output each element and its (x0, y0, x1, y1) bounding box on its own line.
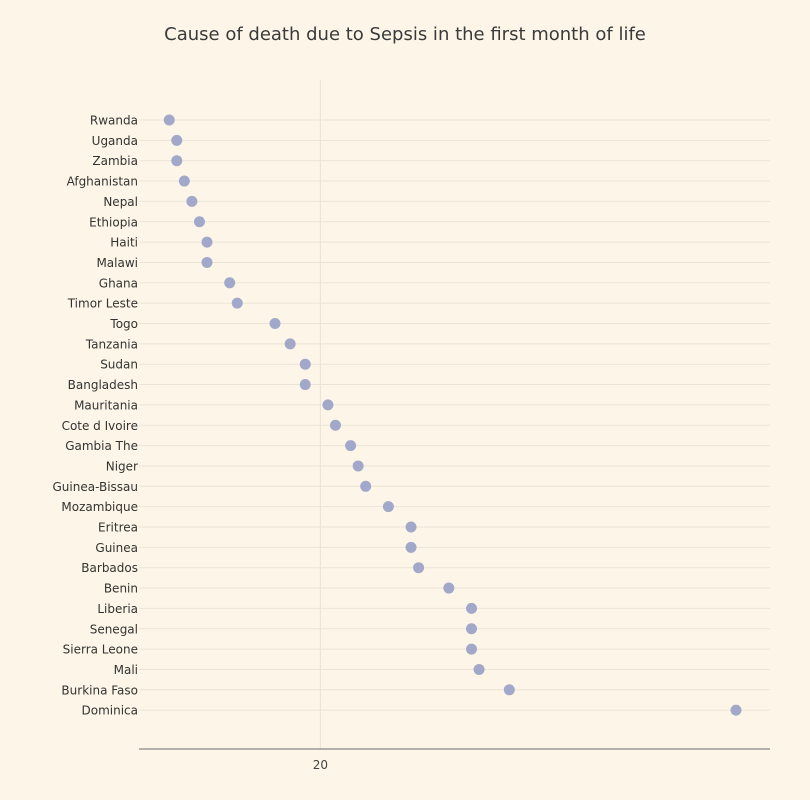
data-point (284, 338, 296, 350)
data-point (269, 318, 281, 329)
data-point (473, 663, 485, 675)
data-point (382, 501, 394, 513)
category-label: Liberia (97, 602, 138, 616)
category-label: Ethiopia (89, 215, 138, 229)
category-labels: Rwanda Uganda Zambia Afghanistan Nepal Ethiop… (52, 114, 138, 718)
category-label: Senegal (90, 622, 138, 636)
data-point (322, 399, 334, 411)
data-point (466, 643, 478, 655)
category-label: Sierra Leone (63, 643, 138, 657)
category-label: Niger (106, 459, 138, 473)
data-point (466, 623, 478, 635)
data-point (224, 277, 236, 289)
data-point (443, 582, 455, 594)
data-point (299, 358, 311, 370)
category-label: Cote d Ivoire (62, 419, 138, 433)
data-point (171, 134, 183, 146)
data-point (201, 256, 213, 268)
category-label: Togo (109, 317, 138, 331)
category-label: Bangladesh (68, 378, 138, 392)
category-label: Burkina Faso (61, 683, 138, 697)
data-point (299, 379, 311, 391)
data-point (171, 155, 183, 167)
data-point (178, 175, 190, 187)
category-label: Afghanistan (67, 175, 138, 189)
category-label: Eritrea (98, 521, 138, 535)
data-point (405, 521, 417, 533)
category-label: Dominica (82, 704, 139, 718)
data-point (186, 195, 198, 207)
data-points (163, 114, 742, 716)
category-label: Ghana (99, 276, 138, 290)
data-point (345, 440, 357, 452)
category-label: Gambia The (65, 439, 138, 453)
data-point (730, 704, 742, 716)
data-point (163, 114, 175, 126)
data-point (201, 236, 213, 248)
category-label: Guinea (95, 541, 138, 555)
category-label: Haiti (110, 236, 138, 250)
chart-title: Cause of death due to Sepsis in the firs… (164, 24, 646, 45)
category-label: Uganda (92, 134, 138, 148)
x-axis-ticks: 20 (313, 758, 328, 772)
data-point (329, 419, 341, 431)
category-label: Guinea-Bissau (52, 480, 138, 494)
category-label: Tanzania (85, 337, 138, 351)
category-label: Mali (114, 663, 138, 677)
category-label: Nepal (103, 195, 138, 209)
grid (139, 80, 770, 749)
category-label: Timor Leste (67, 297, 138, 311)
category-label: Zambia (92, 154, 138, 168)
category-label: Rwanda (90, 114, 138, 128)
data-point (352, 460, 364, 472)
data-point (466, 602, 478, 614)
data-point (503, 684, 515, 696)
data-point (360, 480, 372, 492)
data-point (405, 541, 417, 553)
category-label: Barbados (81, 561, 138, 575)
data-point (231, 297, 243, 309)
category-label: Malawi (96, 256, 138, 270)
category-label: Mozambique (61, 500, 138, 514)
data-point (413, 562, 425, 574)
data-point (193, 216, 205, 228)
category-label: Sudan (100, 358, 138, 372)
category-label: Mauritania (74, 398, 138, 412)
x-tick-label: 20 (313, 758, 328, 772)
category-label: Benin (104, 582, 138, 596)
